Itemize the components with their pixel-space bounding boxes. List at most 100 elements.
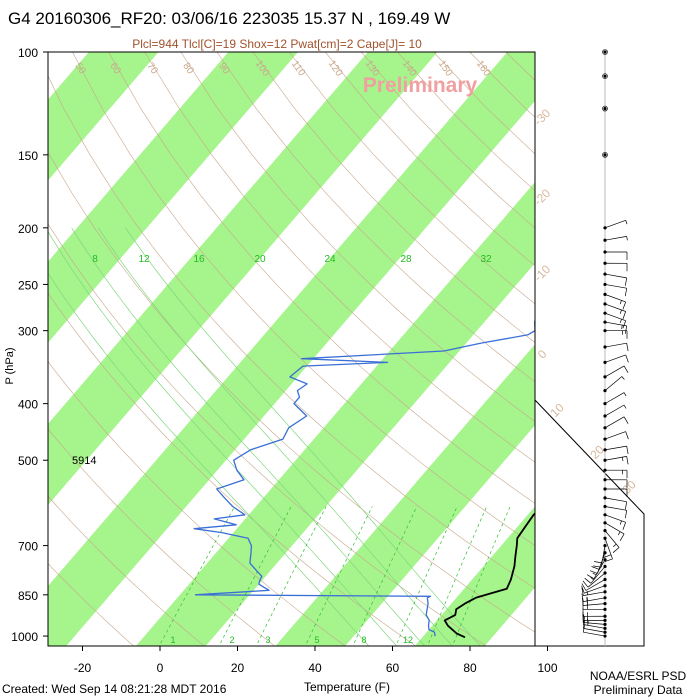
wind-barb-half-flag <box>623 392 627 397</box>
wind-barb-shaft <box>583 622 606 625</box>
mixing-ratio-label: 1 <box>170 635 175 645</box>
wind-barb-shaft <box>587 572 606 588</box>
wind-barb-flag <box>586 574 595 580</box>
wind-barb-shaft <box>604 376 623 391</box>
dry-adiabat-line <box>542 52 700 648</box>
temperature-band <box>135 182 535 646</box>
wind-barb-shaft <box>585 579 606 591</box>
wind-barb-shaft <box>604 342 627 348</box>
dry-adiabat-line <box>288 52 535 305</box>
wind-barb-flag <box>581 583 587 591</box>
mixing-ratio-line <box>452 506 511 646</box>
mixing-ratio-line <box>427 506 488 646</box>
wind-barb-shaft <box>604 303 626 312</box>
temperature-band <box>0 25 42 660</box>
wind-barb-flag <box>584 577 592 584</box>
moist-adiabat-line <box>125 227 481 646</box>
temperature-band <box>275 344 535 646</box>
wind-barb-shaft <box>604 321 627 327</box>
dry-adiabat-line <box>578 52 700 648</box>
dry-adiabat-line <box>48 223 487 646</box>
y-tick-label: 700 <box>18 540 38 554</box>
dewpoint-line <box>193 317 535 637</box>
wind-barb-shaft <box>604 522 625 535</box>
wind-barb-flag <box>581 585 585 594</box>
wind-barb-flag <box>582 614 585 623</box>
wind-barb-flag <box>623 416 629 424</box>
wind-dot <box>603 74 607 78</box>
wind-panel-frame <box>534 52 645 647</box>
temperature-band <box>48 52 299 343</box>
wind-barb-flag <box>626 343 629 352</box>
x-tick-label: 20 <box>231 661 245 675</box>
mixing-ratio-line <box>395 506 458 646</box>
wind-barb-shaft <box>604 312 626 322</box>
dry-adiabat-line <box>48 151 535 633</box>
isotherm-label: -30 <box>531 106 553 128</box>
wind-barb-shaft <box>604 294 626 303</box>
org-label: NOAA/ESRL PSD <box>590 669 687 683</box>
wind-barb-flag <box>622 320 627 329</box>
wind-barb-flag <box>603 554 612 558</box>
wind-barb-half-flag <box>617 531 621 536</box>
wind-barb-flag <box>622 301 627 310</box>
y-tick-label: 1000 <box>11 630 38 644</box>
wind-barb-half-flag <box>612 543 617 547</box>
wind-barb-shaft <box>600 545 606 568</box>
wind-barb-half-flag <box>623 404 627 409</box>
mixing-ratio-line <box>352 506 418 646</box>
moist-adiabats <box>48 227 481 646</box>
wind-barb-shaft <box>583 624 606 629</box>
wind-barb-half-flag <box>586 590 589 595</box>
wind-barb-half-flag <box>590 577 594 581</box>
calm-wind-marker <box>602 105 608 112</box>
dry-adiabat-line <box>650 52 700 648</box>
dry-adiabat-line <box>216 52 535 383</box>
wind-dot <box>603 153 607 157</box>
y-tick-label: 150 <box>18 149 38 163</box>
x-tick-label: -20 <box>74 661 92 675</box>
wind-barb-shaft <box>604 236 627 241</box>
dry-adiabat-line <box>144 52 535 463</box>
mixing-ratio-label: 12 <box>403 635 413 645</box>
mixing-ratio-line <box>158 506 235 646</box>
y-axis-label: P (hPa) <box>4 347 16 384</box>
moist-adiabat-line <box>98 227 453 646</box>
mixing-ratio-label: 12 <box>138 254 150 265</box>
wind-barb-half-flag <box>619 309 622 314</box>
calm-wind-marker <box>602 73 608 79</box>
wind-barb-shaft <box>604 284 627 289</box>
wind-barb-shaft <box>604 392 625 404</box>
wind-dot <box>603 107 607 111</box>
wind-barb-flag <box>594 561 602 564</box>
wind-barb-shaft <box>604 416 625 429</box>
watermark: Preliminary <box>363 74 478 97</box>
dry-adiabat-line <box>48 292 417 646</box>
mixing-ratio-label: 28 <box>400 254 412 265</box>
wind-barb-shaft <box>584 585 606 594</box>
isotherm-label: 110 <box>289 59 307 79</box>
wind-barb-half-flag <box>626 236 628 241</box>
x-tick-label: 80 <box>463 661 477 675</box>
mixing-ratio-label: 2 <box>229 635 234 645</box>
dry-adiabat-line <box>252 52 535 343</box>
wind-barb-shaft <box>604 445 627 451</box>
mixing-ratio-line <box>255 506 327 646</box>
wind-barb-flag <box>626 446 629 454</box>
dry-adiabat-line <box>686 52 700 648</box>
wind-barb-flag <box>593 565 602 568</box>
y-tick-label: 850 <box>18 589 38 603</box>
x-axis-label: Temperature (F) <box>304 680 390 694</box>
isotherm-label: 10 <box>547 400 567 420</box>
wind-barb-shaft <box>604 456 627 461</box>
temperature-band <box>682 25 700 660</box>
wind-barb-shaft <box>583 631 606 637</box>
dry-adiabat-line <box>48 428 276 646</box>
wind-barb-flag <box>581 587 584 596</box>
dry-adiabat-line <box>108 52 535 504</box>
dry-adiabat-line <box>48 75 535 589</box>
moist-adiabat-line <box>71 227 426 646</box>
wind-barb-shaft <box>593 559 606 579</box>
wind-barb-shaft <box>604 365 625 378</box>
mixing-ratio-lines <box>158 506 511 646</box>
